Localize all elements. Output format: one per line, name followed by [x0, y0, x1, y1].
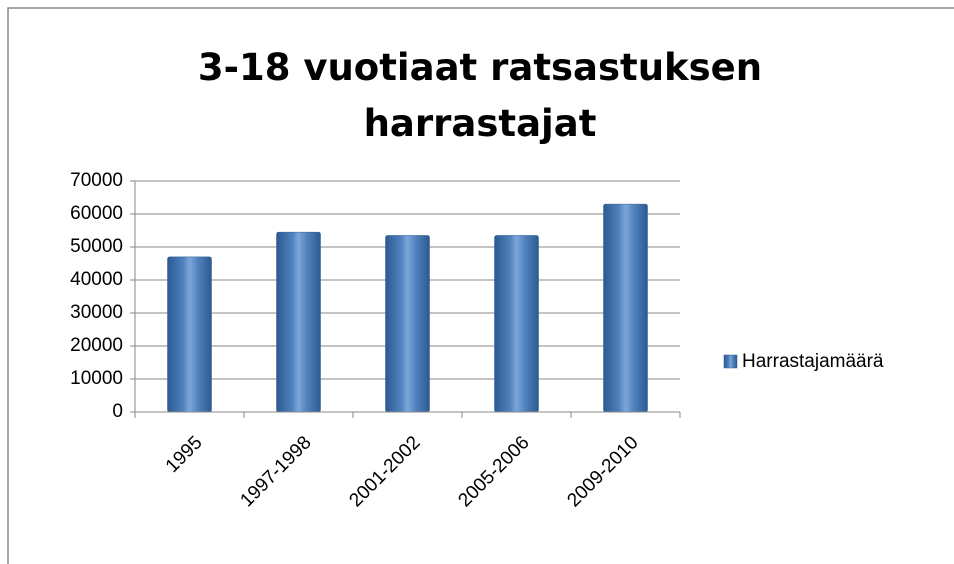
bar [494, 235, 539, 413]
bar [385, 235, 430, 413]
y-tick-label: 30000 [70, 302, 123, 323]
x-tick-label: 2001-2002 [345, 432, 424, 511]
y-tick-label: 20000 [70, 335, 123, 356]
y-tick-label: 50000 [70, 236, 123, 257]
bar [167, 256, 212, 413]
x-tick-label: 2005-2006 [454, 432, 533, 511]
legend-swatch [723, 354, 738, 369]
x-tick-label: 1997-1998 [236, 432, 315, 511]
legend-label: Harrastajamäärä [742, 351, 884, 372]
chart-title: 3-18 vuotiaat ratsastuksen harrastajat [197, 46, 763, 145]
y-tick-label: 60000 [70, 203, 123, 224]
x-tick-label: 2009-2010 [563, 432, 642, 511]
y-tick-label: 0 [112, 401, 123, 422]
chart-frame [7, 7, 954, 564]
x-tick-label: 1995 [162, 432, 207, 477]
y-tick-label: 10000 [70, 368, 123, 389]
y-tick-label: 70000 [70, 170, 123, 191]
bar [603, 203, 648, 413]
bar [276, 231, 321, 413]
y-tick-label: 40000 [70, 269, 123, 290]
